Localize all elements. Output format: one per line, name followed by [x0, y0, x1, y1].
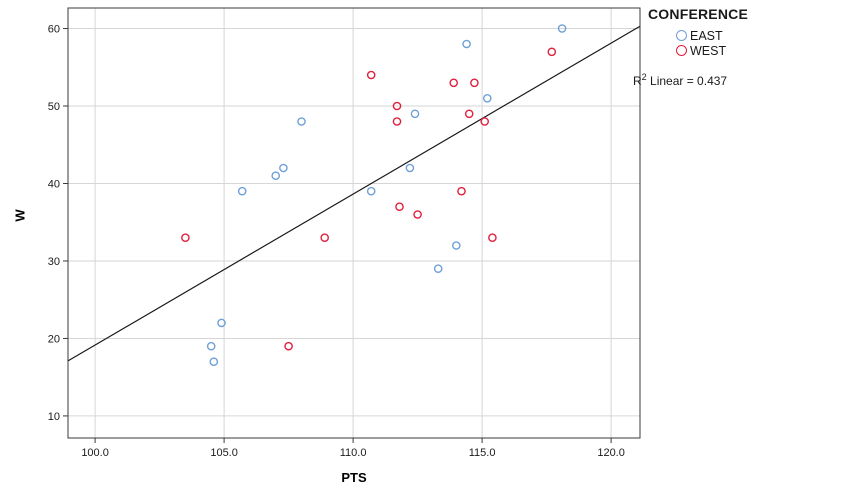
data-point-west [547, 47, 557, 57]
data-point-west [413, 210, 422, 219]
x-tick-label: 105.0 [210, 447, 238, 459]
data-point-east [279, 163, 288, 173]
data-point-west [488, 233, 497, 242]
data-point-east [297, 117, 306, 126]
data-point-west [457, 186, 466, 196]
data-point-east [237, 186, 247, 196]
regression-line [67, 25, 641, 362]
r-squared-annotation: R2 Linear = 0.437 [633, 72, 852, 88]
x-tick-label: 100.0 [81, 447, 109, 459]
legend-label-west: WEST [690, 43, 727, 58]
data-point-east [209, 357, 219, 367]
data-point-east [366, 186, 376, 196]
legend-item-west: WEST [676, 43, 852, 58]
y-tick-label: 20 [48, 333, 60, 345]
data-point-east [482, 94, 492, 103]
data-point-east [451, 241, 461, 250]
data-point-west [181, 233, 190, 242]
x-axis-title: PTS [341, 470, 367, 485]
x-tick-label: 115.0 [469, 447, 496, 459]
data-point-west [392, 101, 402, 111]
data-point-east [433, 264, 443, 274]
data-point-east [206, 341, 216, 351]
legend: CONFERENCE EAST WEST R2 Linear = 0.437 [630, 6, 852, 88]
data-point-west [449, 78, 459, 88]
y-tick-label: 50 [48, 101, 60, 113]
data-point-east [217, 318, 226, 328]
data-point-west [320, 233, 330, 242]
y-axis-title: W [12, 209, 28, 222]
r2-value: Linear = 0.437 [646, 74, 728, 88]
data-point-west [464, 109, 474, 119]
data-point-east [462, 39, 471, 49]
data-point-east [410, 109, 420, 119]
x-tick-label: 120.0 [597, 447, 625, 459]
y-tick-label: 30 [48, 256, 60, 268]
east-marker-icon [676, 30, 687, 41]
data-point-west [470, 78, 479, 88]
y-tick-label: 60 [48, 24, 60, 36]
data-point-east [405, 163, 415, 173]
r2-prefix: R [633, 74, 642, 88]
r2-superscript: 2 [641, 72, 647, 82]
data-point-west [366, 70, 376, 80]
plot-frame [67, 7, 641, 439]
y-tick-label: 40 [48, 178, 60, 190]
legend-item-east: EAST [676, 28, 852, 43]
y-tick-label: 10 [48, 411, 60, 423]
data-point-west [480, 117, 490, 126]
data-point-east [557, 24, 567, 33]
x-tick-label: 110.0 [340, 447, 367, 459]
data-point-east [271, 171, 281, 180]
data-point-west [395, 202, 404, 211]
data-point-west [284, 341, 293, 351]
west-marker-icon [676, 45, 687, 56]
legend-label-east: EAST [690, 28, 723, 43]
legend-title: CONFERENCE [648, 6, 749, 22]
data-point-west [392, 117, 402, 126]
